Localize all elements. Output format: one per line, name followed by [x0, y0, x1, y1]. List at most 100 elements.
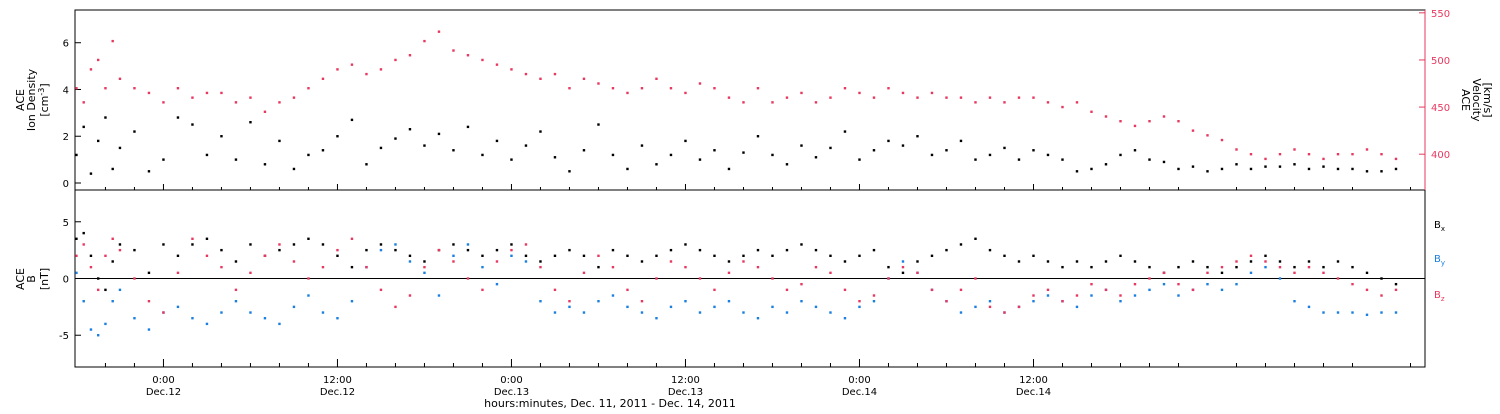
bz-point	[1003, 311, 1006, 314]
ion-density-point	[597, 123, 600, 126]
by-point	[1206, 282, 1209, 286]
ion-density-point	[1032, 149, 1035, 152]
velocity-point	[292, 96, 296, 99]
ion-density-point	[1191, 165, 1195, 168]
bz-point	[858, 299, 861, 303]
bx-point	[684, 243, 687, 246]
bz-point	[872, 294, 876, 297]
velocity-point	[191, 96, 194, 99]
by-point	[510, 254, 513, 258]
bx-point	[1104, 260, 1108, 263]
by-point	[698, 311, 702, 314]
bz-point	[655, 277, 658, 280]
bx-point	[481, 254, 484, 258]
ion-density-point	[1046, 153, 1050, 157]
bx-point	[1235, 265, 1238, 269]
bz-point	[611, 265, 615, 269]
bx-point	[872, 248, 876, 252]
bx-point	[1220, 271, 1224, 275]
bz-point	[394, 305, 397, 309]
velocity-point	[1336, 152, 1340, 156]
by-point	[350, 299, 354, 303]
bz-point	[698, 277, 702, 280]
by-point	[1148, 288, 1151, 292]
ion-density-point	[1235, 163, 1238, 166]
velocity-point	[481, 58, 484, 62]
bz-point	[1220, 265, 1224, 269]
bx-point	[82, 231, 85, 235]
by-point	[307, 294, 310, 297]
ion-density-point	[1090, 167, 1093, 171]
velocity-point	[698, 82, 702, 85]
top-right-ticks: 400 450 500 550	[1419, 9, 1450, 161]
bz-point	[756, 265, 760, 269]
bz-point	[1307, 265, 1311, 269]
time-axis-ticks: 0:00Dec.1212:00Dec.120:00Dec.1312:00Dec.…	[104, 184, 1411, 398]
by-point	[1133, 294, 1137, 297]
ion-density-point	[437, 132, 441, 136]
velocity-point	[408, 54, 412, 57]
by-point	[814, 305, 818, 309]
bz-point	[713, 288, 716, 292]
bz-point	[1293, 271, 1296, 275]
velocity-point	[118, 77, 122, 80]
bx-point	[510, 243, 513, 246]
bx-point	[423, 260, 426, 263]
ion-density-point	[263, 163, 267, 166]
by-point	[336, 317, 339, 320]
bx-point	[191, 243, 194, 246]
ion-density-point	[1307, 167, 1311, 171]
ion-density-point	[111, 167, 114, 171]
ion-density-point	[872, 149, 876, 152]
ion-density-point	[1278, 165, 1282, 168]
ion-density-point	[1003, 146, 1006, 150]
bx-point	[1003, 254, 1006, 258]
date-tick-label: Dec.14	[842, 387, 877, 398]
by-point	[321, 311, 325, 314]
bz-point	[959, 288, 963, 292]
ion-density-point	[800, 144, 803, 147]
ion-density-point	[176, 116, 180, 119]
ion-density-point	[481, 153, 484, 157]
bottom-left-tick-label: 5	[63, 218, 69, 229]
bz-point	[524, 243, 528, 246]
ion-density-point	[82, 125, 85, 129]
velocity-point	[582, 77, 586, 80]
velocity-point	[843, 87, 847, 90]
velocity-point	[974, 101, 977, 104]
velocity-point	[437, 30, 441, 33]
bz-point	[292, 260, 296, 263]
ion-density-point	[988, 153, 992, 157]
bx-point	[1351, 265, 1354, 269]
ion-density-point	[698, 158, 702, 161]
bz-point	[1061, 299, 1064, 303]
bz-point	[988, 305, 992, 309]
by-point	[756, 317, 760, 320]
bz-point	[974, 277, 977, 280]
bx-point	[843, 260, 847, 263]
bx-point	[278, 248, 281, 252]
time-tick-label: 0:00	[848, 375, 870, 386]
by-point	[742, 311, 745, 314]
ion-density-point	[350, 118, 354, 122]
velocity-point	[495, 63, 499, 66]
velocity-point	[365, 72, 368, 76]
by-point	[582, 311, 586, 314]
bx-point	[249, 243, 252, 246]
velocity-point	[872, 96, 876, 99]
bz-point	[104, 254, 107, 258]
by-point	[1235, 282, 1238, 286]
bx-point	[1336, 260, 1340, 263]
velocity-point	[901, 91, 905, 95]
ion-density-point	[408, 128, 412, 131]
bx-point	[1380, 277, 1383, 280]
legend-entry-bz: Bz	[1434, 290, 1445, 303]
by-point	[423, 271, 426, 275]
bx-point	[234, 260, 238, 263]
ion-density-point	[1365, 170, 1369, 173]
date-tick-label: Dec.14	[1016, 387, 1051, 398]
velocity-point	[1278, 152, 1282, 156]
bx-point	[495, 248, 499, 252]
velocity-point	[111, 39, 114, 43]
